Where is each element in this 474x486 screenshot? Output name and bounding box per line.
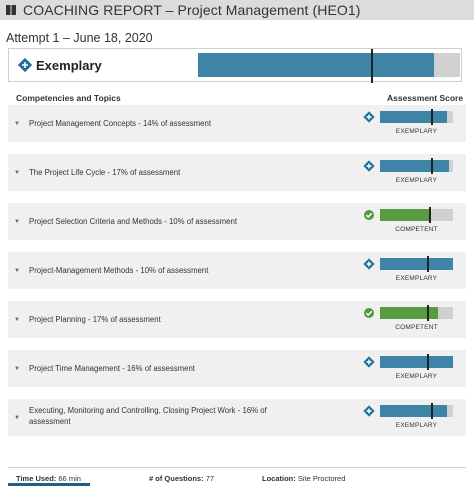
topics-column-header: Competencies and Topics bbox=[16, 93, 121, 103]
expand-caret-icon[interactable]: ▼ bbox=[14, 415, 20, 421]
proficiency-level: EXEMPLARY bbox=[395, 422, 438, 429]
topic-score-fill bbox=[380, 356, 453, 368]
overall-score-fill bbox=[198, 53, 434, 77]
report-title: COACHING REPORT – Project Management (HE… bbox=[23, 2, 361, 18]
competency-row[interactable]: ▼ Executing, Monitoring and Controlling, … bbox=[8, 399, 466, 436]
footer-accent-line bbox=[8, 483, 90, 486]
proficiency-level: COMPETENT bbox=[395, 226, 438, 233]
questions-value: 77 bbox=[205, 474, 215, 483]
topic-score-bar bbox=[380, 109, 453, 125]
time-used-label: Time Used: bbox=[16, 474, 57, 483]
attempt-date: Attempt 1 – June 18, 2020 bbox=[6, 31, 153, 45]
expand-caret-icon[interactable]: ▼ bbox=[14, 219, 20, 225]
competency-topic: Project Management Concepts - 14% of ass… bbox=[29, 119, 212, 128]
competency-topic: Project-Management Methods - 10% of asse… bbox=[29, 266, 209, 275]
diamond-plus-icon bbox=[363, 111, 375, 123]
overall-score-panel: Exemplary bbox=[8, 48, 462, 83]
expand-caret-icon[interactable]: ▼ bbox=[14, 317, 20, 323]
competency-row[interactable]: ▼ Project Time Management - 16% of assess… bbox=[8, 350, 466, 387]
passing-marker bbox=[427, 256, 430, 272]
competency-row[interactable]: ▼ Project-Management Methods - 10% of ass… bbox=[8, 252, 466, 289]
competency-row[interactable]: ▼ Project Selection Criteria and Methods … bbox=[8, 203, 466, 240]
diamond-plus-icon bbox=[363, 356, 375, 368]
proficiency-level: EXEMPLARY bbox=[395, 373, 438, 380]
location-label: Location: bbox=[262, 474, 296, 483]
competency-topic: Project Planning - 17% of assessment bbox=[29, 315, 161, 324]
competency-topic: The Project Life Cycle - 17% of assessme… bbox=[29, 168, 181, 177]
diamond-plus-icon bbox=[363, 160, 375, 172]
topic-score-bar bbox=[380, 207, 453, 223]
time-used-stat: Time Used: 66 min bbox=[16, 474, 81, 483]
passing-marker bbox=[427, 305, 430, 321]
location-stat: Location: Site Proctored bbox=[262, 474, 345, 483]
check-circle-icon bbox=[364, 210, 374, 220]
report-footer: Time Used: 66 min # of Questions: 77 Loc… bbox=[8, 467, 466, 486]
expand-caret-icon[interactable]: ▼ bbox=[14, 268, 20, 274]
overall-level-label: Exemplary bbox=[36, 58, 102, 73]
competency-row[interactable]: ▼ Project Planning - 17% of assessment COM… bbox=[8, 301, 466, 338]
passing-marker bbox=[427, 354, 430, 370]
competency-topic: Project Selection Criteria and Methods -… bbox=[29, 217, 238, 226]
passing-marker bbox=[370, 49, 373, 83]
expand-caret-icon[interactable]: ▼ bbox=[14, 121, 20, 127]
competency-topic: Project Time Management - 16% of assessm… bbox=[29, 364, 195, 373]
overall-score-bar bbox=[198, 49, 460, 83]
topic-score-bar bbox=[380, 354, 453, 370]
competency-topic: Executing, Monitoring and Controlling, C… bbox=[29, 406, 267, 426]
proficiency-level: EXEMPLARY bbox=[395, 128, 438, 135]
time-used-value: 66 min bbox=[58, 474, 81, 483]
topic-score-fill bbox=[380, 160, 449, 172]
check-circle-icon bbox=[364, 308, 374, 318]
diamond-plus-icon bbox=[363, 258, 375, 270]
topic-score-bar bbox=[380, 305, 453, 321]
expand-caret-icon[interactable]: ▼ bbox=[14, 170, 20, 176]
topic-score-bar bbox=[380, 158, 453, 174]
passing-marker bbox=[431, 403, 434, 419]
competency-row[interactable]: ▼ Project Management Concepts - 14% of as… bbox=[8, 105, 466, 142]
passing-marker bbox=[428, 207, 431, 223]
questions-label: # of Questions: bbox=[149, 474, 204, 483]
location-value: Site Proctored bbox=[297, 474, 346, 483]
passing-marker bbox=[431, 109, 434, 125]
topic-score-fill bbox=[380, 405, 448, 417]
diamond-plus-icon bbox=[363, 405, 375, 417]
topic-score-fill bbox=[380, 209, 429, 221]
report-header: COACHING REPORT – Project Management (HE… bbox=[0, 0, 474, 20]
topic-score-bar bbox=[380, 256, 453, 272]
topic-score-fill bbox=[380, 258, 453, 270]
topic-score-fill bbox=[380, 307, 438, 319]
topic-score-fill bbox=[380, 111, 448, 123]
passing-marker bbox=[431, 158, 434, 174]
proficiency-level: EXEMPLARY bbox=[395, 177, 438, 184]
book-icon bbox=[6, 5, 16, 15]
expand-caret-icon[interactable]: ▼ bbox=[14, 366, 20, 372]
proficiency-level: COMPETENT bbox=[395, 324, 438, 331]
diamond-plus-icon bbox=[18, 58, 32, 72]
score-column-header: Assessment Score bbox=[387, 93, 464, 103]
competency-row[interactable]: ▼ The Project Life Cycle - 17% of assessm… bbox=[8, 154, 466, 191]
questions-stat: # of Questions: 77 bbox=[149, 474, 214, 483]
proficiency-level: EXEMPLARY bbox=[395, 275, 438, 282]
topic-score-bar bbox=[380, 403, 453, 419]
